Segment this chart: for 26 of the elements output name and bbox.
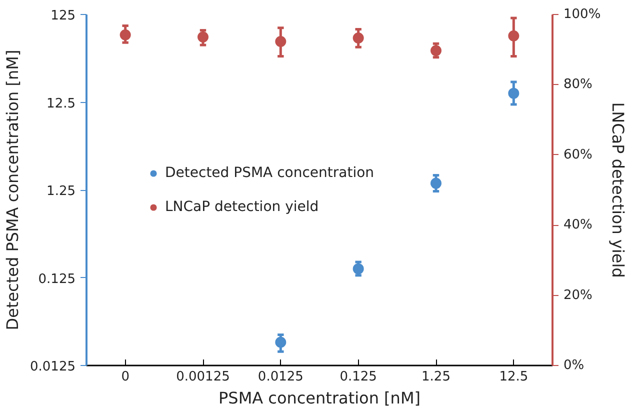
- y-tick-label: 125: [50, 8, 76, 24]
- x-tick-label: 0.125: [340, 370, 377, 384]
- y-tick-label: 12.5: [46, 96, 76, 112]
- y2-tick-label: 20%: [564, 288, 592, 303]
- y2-tick-label: 40%: [564, 218, 592, 233]
- y-axis-title: Detected PSMA concentration [nM]: [3, 50, 22, 330]
- x-tick-label: 0.0125: [258, 370, 304, 384]
- point: [430, 178, 442, 189]
- y2-tick-label: 0%: [564, 358, 584, 373]
- y2-axis-title: LNCaP detection yield: [608, 102, 628, 278]
- y2-tick-label: 80%: [564, 77, 592, 92]
- legend-label: LNCaP detection yield: [165, 198, 319, 214]
- x-tick-label: 0.00125: [176, 370, 230, 384]
- x-tick-label: 0: [121, 370, 130, 384]
- y-tick-label: 1.25: [46, 184, 76, 199]
- point: [275, 336, 286, 348]
- y2-tick-label: 60%: [564, 147, 592, 162]
- point: [508, 88, 520, 99]
- x-tick-label: 1.25: [422, 370, 450, 384]
- y-tick-label: 0.0125: [30, 360, 76, 374]
- point: [352, 263, 364, 274]
- legend-label: Detected PSMA concentration: [165, 164, 374, 180]
- y-tick-label: 0.125: [38, 272, 76, 287]
- y2-tick-label: 100%: [564, 7, 601, 22]
- x-axis-title: PSMA concentration [nM]: [218, 388, 420, 408]
- x-tick-label: 12.5: [499, 370, 528, 384]
